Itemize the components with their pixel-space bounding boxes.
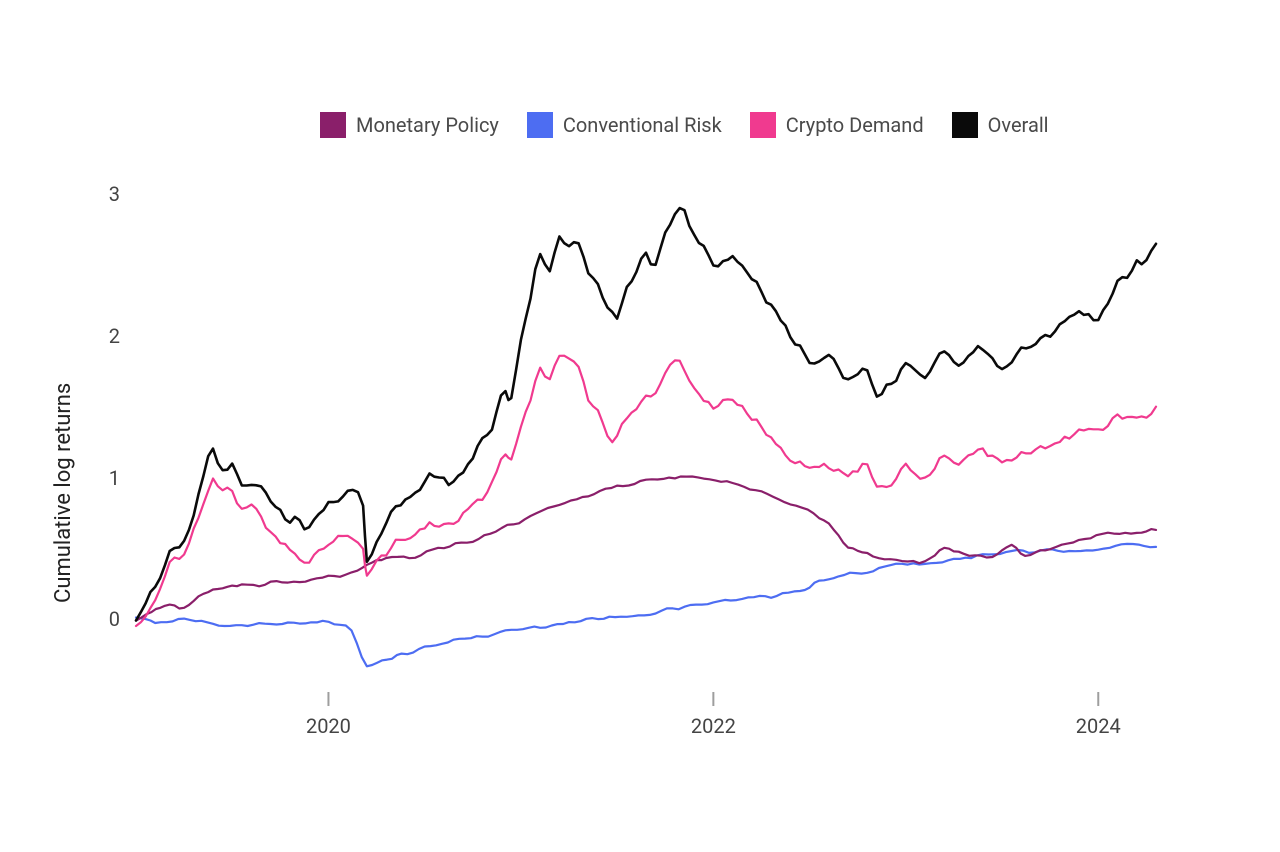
- y-tick-label: 0: [96, 607, 120, 631]
- y-tick-label: 2: [96, 324, 120, 348]
- y-tick-label: 1: [96, 466, 120, 490]
- x-tick-label: 2022: [691, 714, 736, 738]
- series-conventional: [136, 544, 1156, 666]
- series-overall: [136, 208, 1156, 620]
- x-tick-label: 2020: [306, 714, 351, 738]
- x-tick-label: 2024: [1076, 714, 1121, 738]
- series-crypto: [136, 356, 1156, 626]
- y-tick-label: 3: [96, 182, 120, 206]
